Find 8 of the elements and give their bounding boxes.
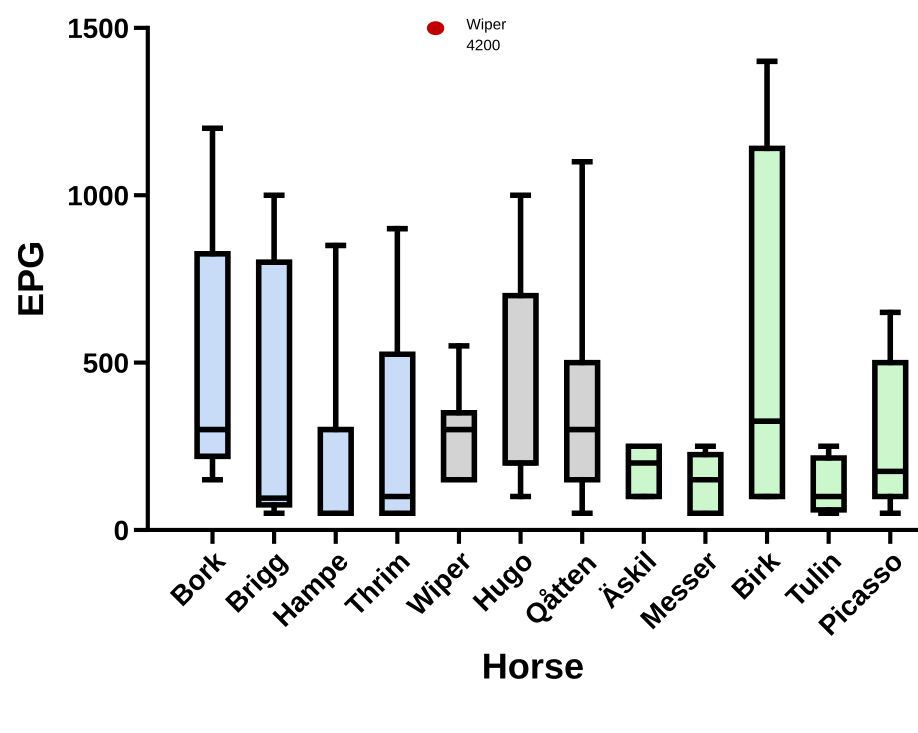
x-tick-label: Birk <box>730 548 782 600</box>
y-axis-title: EPG <box>18 243 44 315</box>
y-tick-label: 500 <box>84 353 128 373</box>
y-tick-label: 1500 <box>69 18 128 38</box>
x-axis-title: Horse <box>484 654 583 679</box>
y-tick-label: 0 <box>114 520 128 540</box>
annotation: Wiper 4200 <box>466 18 506 50</box>
y-tick-label: 1000 <box>69 186 128 206</box>
